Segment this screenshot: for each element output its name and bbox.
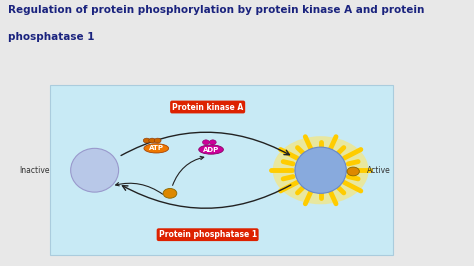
FancyBboxPatch shape: [50, 85, 392, 255]
Text: phosphatase 1: phosphatase 1: [9, 32, 95, 42]
Text: Regulation of protein phosphorylation by protein kinase A and protein: Regulation of protein phosphorylation by…: [9, 5, 425, 15]
